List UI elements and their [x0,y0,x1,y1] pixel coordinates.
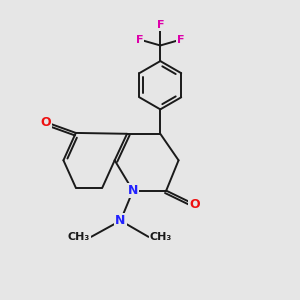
Text: N: N [116,214,126,227]
Text: CH₃: CH₃ [68,232,90,242]
Text: F: F [136,34,143,45]
Text: F: F [157,20,164,30]
Text: O: O [40,116,51,128]
Text: CH₃: CH₃ [150,232,172,242]
Text: O: O [189,198,200,211]
Text: F: F [177,34,185,45]
Text: N: N [128,184,138,197]
